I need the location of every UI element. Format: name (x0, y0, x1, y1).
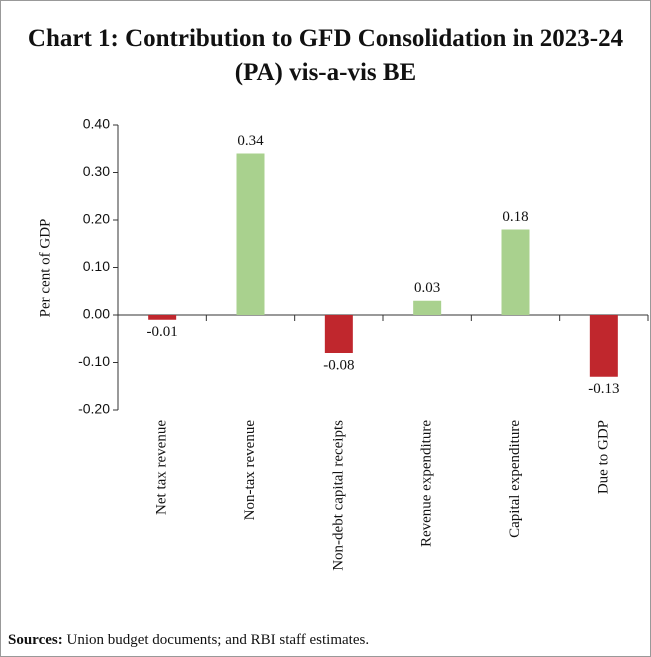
data-label: 0.34 (237, 133, 264, 149)
source-label: Sources: (8, 632, 63, 648)
data-label: -0.01 (147, 324, 178, 340)
y-tick-label: 0.10 (83, 258, 110, 274)
y-axis-title: Per cent of GDP (37, 219, 53, 318)
bar (324, 315, 353, 353)
x-tick-label: Non-tax revenue (242, 420, 258, 521)
y-tick-label: -0.20 (78, 401, 110, 417)
y-tick-label: -0.10 (78, 353, 110, 369)
source-text: Union budget documents; and RBI staff es… (66, 632, 370, 648)
chart-title: Chart 1: Contribution to GFD Consolidati… (27, 25, 624, 86)
x-tick-label: Due to GDP (595, 420, 611, 494)
bar (589, 315, 618, 377)
data-label: 0.18 (502, 209, 528, 225)
y-tick-label: 0.20 (83, 211, 110, 227)
bar (148, 315, 177, 320)
bar (413, 300, 442, 315)
source-note: Sources: Union budget documents; and RBI… (8, 632, 369, 649)
x-tick-label: Net tax revenue (154, 420, 170, 515)
x-tick-label: Non-debt capital receipts (330, 420, 346, 571)
x-tick-label: Capital expenditure (507, 420, 523, 538)
bar (501, 229, 530, 315)
data-label: 0.03 (414, 280, 440, 296)
y-tick-label: 0.00 (83, 306, 110, 322)
data-label: -0.13 (588, 381, 619, 397)
bar (236, 153, 265, 315)
data-label: -0.08 (323, 357, 354, 373)
x-tick-label: Revenue expenditure (419, 420, 435, 547)
y-tick-label: 0.40 (83, 116, 110, 132)
y-tick-label: 0.30 (83, 163, 110, 179)
